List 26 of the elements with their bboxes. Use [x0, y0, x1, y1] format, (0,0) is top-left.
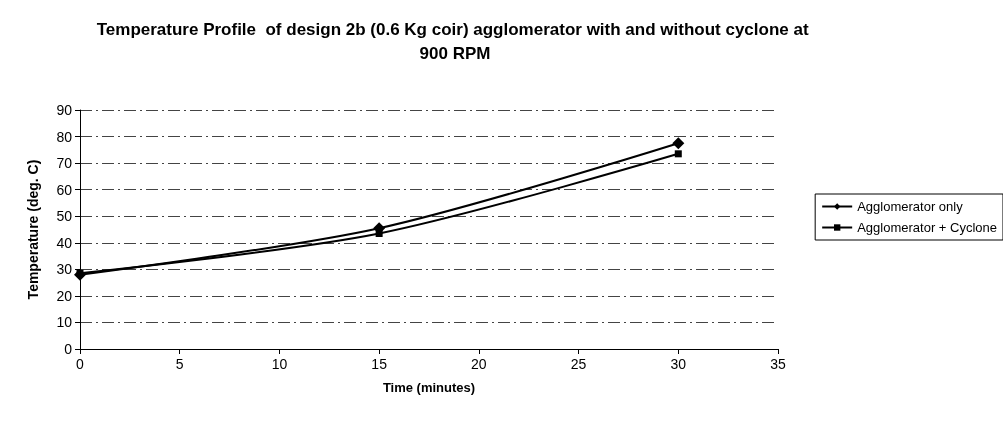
y-tick-label: 0: [64, 341, 73, 357]
y-tick-label: 80: [56, 128, 73, 145]
y-tick-label: 30: [56, 261, 73, 278]
x-tick-label: 20: [471, 356, 487, 372]
y-tick-label: 40: [56, 234, 73, 251]
x-tick-label: 30: [670, 356, 687, 372]
point: [375, 229, 383, 237]
x-tick-label: 15: [371, 356, 388, 372]
x-tick-label: 5: [175, 356, 184, 372]
y-tick-label: 50: [56, 208, 73, 225]
x-tick-label: 25: [570, 356, 587, 372]
point: [674, 150, 682, 158]
y-tick-label: 90: [56, 102, 73, 118]
y-axis-title: Temperature (deg. C): [25, 159, 41, 300]
x-tick-label: 35: [770, 356, 786, 372]
y-tick-label: 10: [56, 314, 73, 331]
y-tick-label: 60: [56, 181, 73, 198]
legend-label: Agglomerator + Cyclone: [857, 220, 998, 235]
x-axis-title: Time (minutes): [382, 380, 476, 395]
x-tick-label: 10: [271, 356, 288, 372]
x-tick-label: 0: [76, 356, 85, 372]
chart-title: Temperature Profile of design 2b (0.6 Kg coir) agglomerator with and without cyclone at 900 RPM: [96, 19, 814, 63]
point: [672, 137, 685, 150]
y-tick-label: 20: [56, 287, 73, 304]
y-tick-label: 70: [56, 155, 73, 172]
legend-label: Agglomerator only: [857, 199, 964, 214]
